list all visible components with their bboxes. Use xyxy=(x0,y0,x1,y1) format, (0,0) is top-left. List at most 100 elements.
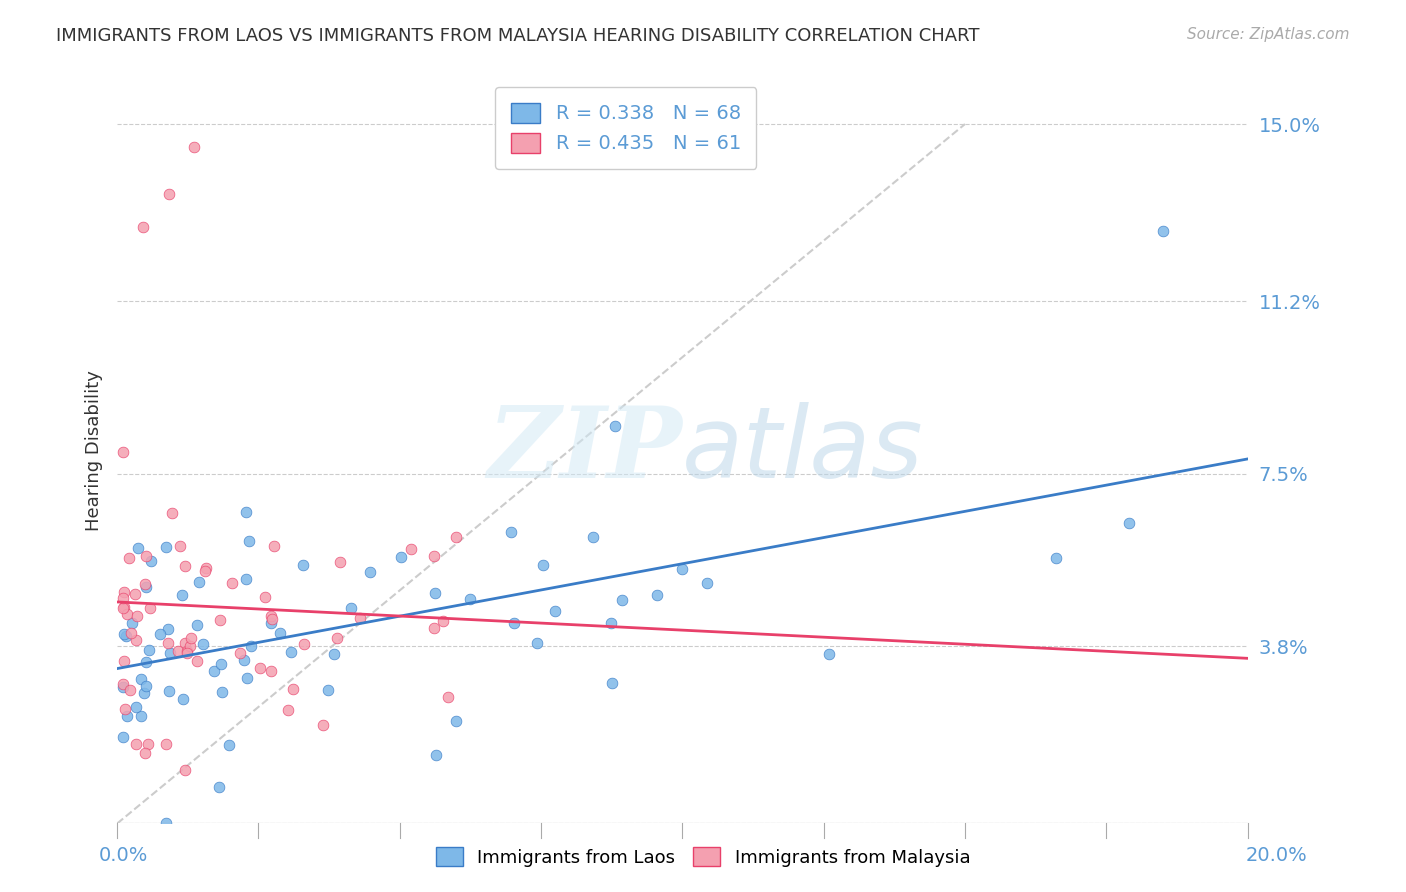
Y-axis label: Hearing Disability: Hearing Disability xyxy=(86,370,103,531)
Point xyxy=(157,636,180,650)
Point xyxy=(111,677,134,691)
Legend: Immigrants from Laos, Immigrants from Malaysia: Immigrants from Laos, Immigrants from Ma… xyxy=(429,840,977,874)
Point xyxy=(127,608,149,623)
Text: 20.0%: 20.0% xyxy=(1246,847,1308,865)
Point xyxy=(425,585,447,599)
Point xyxy=(359,566,381,580)
Point xyxy=(260,664,283,678)
Point xyxy=(501,524,523,539)
Point xyxy=(114,629,136,643)
Point xyxy=(173,692,195,706)
Point xyxy=(277,703,299,717)
Point xyxy=(170,588,193,602)
Point xyxy=(148,627,170,641)
Point xyxy=(696,576,718,591)
Point xyxy=(544,604,567,618)
Point xyxy=(155,540,177,554)
Point xyxy=(166,644,188,658)
Point xyxy=(312,717,335,731)
Text: 0.0%: 0.0% xyxy=(98,847,148,865)
Point xyxy=(671,562,693,576)
Point xyxy=(157,622,180,636)
Point xyxy=(329,555,352,569)
Point xyxy=(118,551,141,566)
Point xyxy=(174,636,197,650)
Point xyxy=(135,580,157,594)
Point xyxy=(645,588,668,602)
Text: atlas: atlas xyxy=(682,402,924,499)
Point xyxy=(236,671,259,685)
Point xyxy=(121,615,143,630)
Point xyxy=(176,644,198,658)
Point xyxy=(603,419,626,434)
Point xyxy=(228,646,250,660)
Point xyxy=(432,614,454,628)
Point xyxy=(112,601,135,615)
Point xyxy=(135,679,157,693)
Point xyxy=(188,575,211,590)
Point xyxy=(260,615,283,630)
Point xyxy=(125,737,148,751)
Point xyxy=(262,612,284,626)
Point xyxy=(502,615,524,630)
Text: IMMIGRANTS FROM LAOS VS IMMIGRANTS FROM MALAYSIA HEARING DISABILITY CORRELATION : IMMIGRANTS FROM LAOS VS IMMIGRANTS FROM … xyxy=(56,27,980,45)
Point xyxy=(280,645,302,659)
Point xyxy=(249,661,271,675)
Point xyxy=(458,591,481,606)
Point xyxy=(600,675,623,690)
Point xyxy=(218,739,240,753)
Point xyxy=(111,444,134,458)
Point xyxy=(112,585,135,599)
Point xyxy=(183,140,205,154)
Point xyxy=(208,780,231,794)
Point xyxy=(582,530,605,544)
Point xyxy=(292,558,315,573)
Point xyxy=(174,559,197,574)
Point xyxy=(254,590,277,604)
Point xyxy=(269,626,291,640)
Point xyxy=(239,639,262,653)
Point xyxy=(208,613,231,627)
Point xyxy=(399,541,422,556)
Point xyxy=(294,637,316,651)
Point xyxy=(120,625,142,640)
Point xyxy=(316,683,339,698)
Point xyxy=(194,565,217,579)
Point xyxy=(136,737,159,751)
Point xyxy=(159,647,181,661)
Legend: R = 0.338   N = 68, R = 0.435   N = 61: R = 0.338 N = 68, R = 0.435 N = 61 xyxy=(495,87,756,169)
Point xyxy=(132,686,155,700)
Point xyxy=(526,636,548,650)
Point xyxy=(389,549,412,564)
Point xyxy=(139,600,162,615)
Point xyxy=(157,186,180,201)
Point xyxy=(129,709,152,723)
Point xyxy=(186,654,208,668)
Point xyxy=(233,653,256,667)
Point xyxy=(155,737,177,751)
Point xyxy=(610,593,633,607)
Point xyxy=(111,680,134,694)
Point xyxy=(112,627,135,641)
Point xyxy=(129,672,152,686)
Point xyxy=(1045,550,1067,565)
Point xyxy=(169,539,191,553)
Point xyxy=(124,633,146,648)
Point xyxy=(176,646,198,660)
Point xyxy=(202,665,225,679)
Point xyxy=(186,618,208,632)
Point xyxy=(339,601,361,615)
Point xyxy=(179,639,201,653)
Point xyxy=(238,533,260,548)
Text: Source: ZipAtlas.com: Source: ZipAtlas.com xyxy=(1187,27,1350,42)
Point xyxy=(1152,224,1174,238)
Point xyxy=(425,748,447,763)
Point xyxy=(132,219,155,234)
Point xyxy=(323,648,346,662)
Point xyxy=(139,554,162,568)
Text: ZIP: ZIP xyxy=(488,402,682,499)
Point xyxy=(160,506,183,520)
Point xyxy=(260,608,283,623)
Point xyxy=(221,576,243,591)
Point xyxy=(111,730,134,744)
